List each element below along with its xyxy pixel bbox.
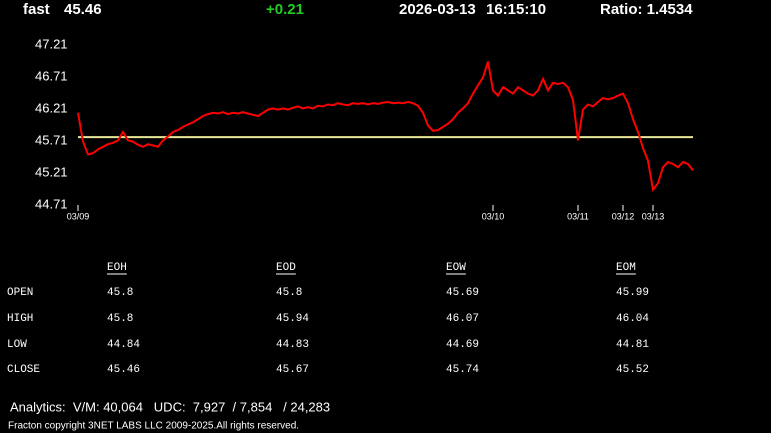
x-tick-label: 03/11: [567, 211, 589, 221]
cell: 45.8: [107, 313, 133, 325]
y-tick-label: 46.71: [35, 68, 68, 83]
cell: 44.83: [276, 339, 309, 351]
cell: 45.67: [276, 364, 309, 376]
y-tick-label: 46.21: [35, 100, 68, 115]
analytics: Analytics: V/M: 40,064 UDC: 7,927 / 7,85…: [10, 399, 330, 414]
column-header: EOM: [616, 262, 636, 274]
x-tick-label: 03/12: [612, 211, 635, 221]
time: 16:15:10: [486, 1, 546, 18]
cell: 44.84: [107, 339, 140, 351]
column-header: EOH: [107, 262, 127, 274]
cell: 45.46: [107, 364, 140, 376]
cell: 45.69: [446, 287, 479, 299]
cell: 46.07: [446, 313, 479, 325]
ratio: Ratio: 1.4534: [600, 1, 693, 18]
change: +0.21: [266, 1, 304, 18]
y-tick-label: 47.21: [35, 36, 68, 51]
copyright: Fracton copyright 3NET LABS LLC 2009-202…: [8, 421, 299, 432]
x-tick-label: 03/10: [482, 211, 505, 221]
cell: 45.8: [107, 287, 133, 299]
row-label: LOW: [7, 339, 27, 351]
cell: 45.74: [446, 364, 479, 376]
y-tick-label: 45.21: [35, 164, 68, 179]
row-label: HIGH: [7, 313, 33, 325]
y-tick-label: 44.71: [35, 196, 68, 211]
cell: 45.52: [616, 364, 649, 376]
row-label: OPEN: [7, 287, 33, 299]
cell: 45.94: [276, 313, 309, 325]
column-header: EOW: [446, 262, 466, 274]
price-line: [77, 61, 694, 192]
date: 2026-03-13: [399, 1, 476, 18]
row-label: CLOSE: [7, 364, 40, 376]
price: 45.46: [64, 1, 102, 18]
x-tick-label: 03/09: [67, 211, 90, 221]
cell: 44.69: [446, 339, 479, 351]
y-tick-label: 45.71: [35, 132, 68, 147]
x-tick-label: 03/13: [642, 211, 665, 221]
cell: 45.8: [276, 287, 302, 299]
column-header: EOD: [276, 262, 296, 274]
symbol: fast: [23, 1, 50, 18]
cell: 45.99: [616, 287, 649, 299]
cell: 44.81: [616, 339, 649, 351]
cell: 46.04: [616, 313, 649, 325]
